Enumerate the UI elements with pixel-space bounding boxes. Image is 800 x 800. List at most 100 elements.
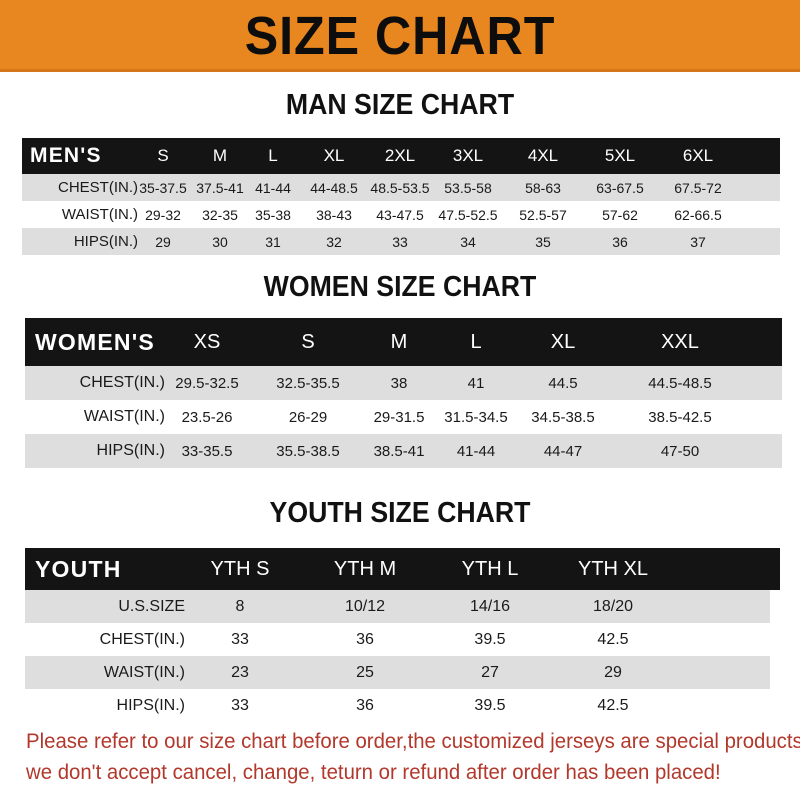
- table-cell: 39.5: [474, 630, 506, 648]
- table-cell: 38: [390, 374, 408, 392]
- women-column-header: XXL: [661, 330, 699, 353]
- table-cell: 52.5-57: [519, 206, 567, 223]
- table-row: U.S.SIZE 8 10/12 14/16 18/20: [25, 590, 770, 623]
- table-cell: 29: [155, 233, 171, 250]
- row-label: WAIST(IN.): [103, 663, 185, 681]
- table-cell: 47.5-52.5: [438, 206, 498, 223]
- table-row: HIPS(IN.) 33 36 39.5 42.5: [25, 689, 770, 722]
- table-cell: 23: [231, 663, 249, 681]
- table-cell: 29.5-32.5: [175, 374, 239, 392]
- table-cell: 34: [460, 233, 476, 250]
- table-cell: 38.5-42.5: [648, 408, 712, 426]
- row-label: CHEST(IN.): [99, 630, 185, 648]
- youth-size-table: YOUTH YTH S YTH M YTH L YTH XL U.S.SIZE 8 10/12…: [25, 548, 780, 722]
- men-size-table: MEN'S S M L XL 2XL 3XL 4XL 5XL 6XL CHEST(IN.) 35-37…: [22, 138, 780, 255]
- women-table-header-row: WOMEN'S XS S M L XL XXL: [25, 318, 782, 366]
- table-cell: 34.5-38.5: [531, 408, 595, 426]
- men-column-header: 3XL: [452, 146, 484, 165]
- row-label: HIPS(IN.): [116, 696, 185, 714]
- table-cell: 37.5-41: [196, 179, 244, 196]
- table-cell: 18/20: [592, 597, 634, 615]
- table-cell: 33: [392, 233, 408, 250]
- footer-line-2: we don't accept cancel, change, teturn o…: [26, 761, 721, 784]
- table-cell: 42.5: [597, 630, 629, 648]
- table-cell: 43-47.5: [376, 206, 424, 223]
- table-cell: 48.5-53.5: [370, 179, 430, 196]
- table-cell: 44-48.5: [310, 179, 358, 196]
- table-row: HIPS(IN.) 33-35.5 35.5-38.5 38.5-41 41-44 44-…: [25, 434, 782, 468]
- table-cell: 31.5-34.5: [444, 408, 508, 426]
- women-column-header: XL: [550, 330, 576, 353]
- table-row: CHEST(IN.) 35-37.5 37.5-41 41-44 44-48.5 48.5…: [22, 174, 780, 201]
- table-cell: 35: [535, 233, 551, 250]
- table-cell: 38.5-41: [373, 442, 425, 460]
- youth-column-header: YTH S: [210, 557, 270, 580]
- table-cell: 32.5-35.5: [276, 374, 340, 392]
- table-cell: 41-44: [255, 179, 291, 196]
- table-row: CHEST(IN.) 29.5-32.5 32.5-35.5 38 41 44.5 44.5…: [25, 366, 782, 400]
- men-column-header: 4XL: [527, 146, 559, 165]
- table-cell: 47-50: [660, 442, 700, 460]
- table-cell: 44-47: [543, 442, 583, 460]
- table-cell: 35.5-38.5: [276, 442, 340, 460]
- page-banner: SIZE CHART: [0, 0, 800, 72]
- table-cell: 42.5: [597, 696, 629, 714]
- youth-section-title: YOUTH SIZE CHART: [269, 497, 531, 529]
- table-cell: 29-31.5: [373, 408, 425, 426]
- men-column-header: 2XL: [384, 146, 416, 165]
- table-cell: 33: [231, 630, 249, 648]
- table-cell: 27: [481, 663, 499, 681]
- table-cell: 38-43: [316, 206, 352, 223]
- table-cell: 36: [356, 630, 374, 648]
- youth-column-header: YTH XL: [577, 557, 649, 580]
- row-label: CHEST(IN.): [79, 374, 165, 391]
- table-cell: 8: [235, 597, 245, 615]
- table-cell: 63-67.5: [596, 179, 644, 196]
- men-corner-label: MEN'S: [30, 144, 102, 167]
- youth-column-header: YTH M: [333, 557, 397, 580]
- men-column-header: M: [212, 146, 228, 165]
- page-title: SIZE CHART: [244, 6, 556, 66]
- table-row: CHEST(IN.) 33 36 39.5 42.5: [25, 623, 770, 656]
- table-cell: 29-32: [145, 206, 181, 223]
- row-label: HIPS(IN.): [73, 233, 138, 250]
- men-column-header: XL: [323, 146, 345, 165]
- table-row: WAIST(IN.) 23.5-26 26-29 29-31.5 31.5-34.5 34…: [25, 400, 782, 434]
- footer-notice: Please refer to our size chart before or…: [0, 726, 800, 788]
- men-column-header: 5XL: [604, 146, 636, 165]
- table-cell: 58-63: [525, 179, 561, 196]
- row-label: WAIST(IN.): [61, 206, 138, 223]
- row-label: WAIST(IN.): [83, 408, 165, 425]
- table-cell: 53.5-58: [444, 179, 492, 196]
- table-cell: 39.5: [474, 696, 506, 714]
- women-section-title: WOMEN SIZE CHART: [263, 271, 537, 303]
- table-cell: 37: [690, 233, 706, 250]
- table-cell: 57-62: [602, 206, 638, 223]
- table-cell: 62-66.5: [674, 206, 722, 223]
- table-cell: 35-37.5: [139, 179, 187, 196]
- table-cell: 36: [356, 696, 374, 714]
- table-cell: 67.5-72: [674, 179, 722, 196]
- women-column-header: XS: [193, 330, 221, 353]
- table-cell: 29: [604, 663, 622, 681]
- table-cell: 30: [212, 233, 228, 250]
- men-column-header: 6XL: [682, 146, 714, 165]
- row-label: HIPS(IN.): [96, 442, 165, 459]
- table-cell: 25: [356, 663, 374, 681]
- table-cell: 23.5-26: [181, 408, 233, 426]
- row-label: U.S.SIZE: [118, 597, 185, 615]
- men-section-title: MAN SIZE CHART: [285, 89, 515, 121]
- women-corner-label: WOMEN'S: [35, 328, 155, 355]
- table-row: WAIST(IN.) 23 25 27 29: [25, 656, 770, 689]
- men-table-header-row: MEN'S S M L XL 2XL 3XL 4XL 5XL 6XL: [22, 138, 780, 174]
- table-cell: 44.5: [548, 374, 578, 392]
- table-cell: 26-29: [288, 408, 328, 426]
- footer-line-1: Please refer to our size chart before or…: [26, 730, 800, 753]
- table-cell: 33: [231, 696, 249, 714]
- table-cell: 41-44: [456, 442, 496, 460]
- youth-table-header-row: YOUTH YTH S YTH M YTH L YTH XL: [25, 548, 780, 590]
- table-cell: 31: [265, 233, 281, 250]
- youth-corner-label: YOUTH: [35, 555, 122, 582]
- men-column-header: S: [157, 146, 169, 165]
